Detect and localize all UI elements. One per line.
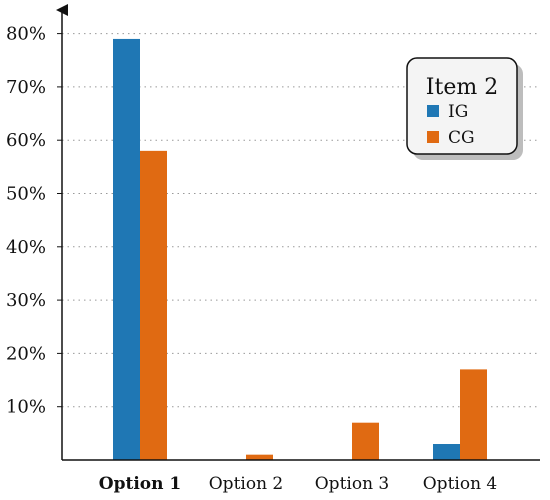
legend-swatch-ig (427, 105, 439, 117)
y-tick-label: 40% (6, 237, 46, 258)
bar-ig-option-1 (113, 38, 140, 461)
legend-swatch-cg (427, 131, 439, 143)
x-tick-labels: Option 1 Option 2 Option 3 Option 4 (99, 474, 497, 494)
y-tick-label: 20% (6, 343, 46, 364)
y-tick-label: 80% (6, 24, 46, 45)
x-tick-label: Option 1 (99, 474, 181, 494)
x-tick-label: Option 3 (315, 474, 390, 494)
bar-cg-option-2 (246, 454, 273, 460)
y-tick-label: 60% (6, 130, 46, 151)
x-tick-label: Option 4 (423, 474, 498, 494)
axes (56, 4, 540, 461)
bar-cg-option-1 (140, 150, 167, 461)
y-tick-label: 50% (6, 184, 46, 205)
legend-label-cg: CG (448, 128, 475, 148)
bars (113, 38, 487, 461)
y-tick-labels: 10% 20% 30% 40% 50% 60% 70% 80% (6, 24, 62, 418)
legend: Item 2 IG CG (406, 57, 523, 160)
legend-box (406, 57, 518, 155)
x-tick-label: Option 2 (209, 474, 284, 494)
bar-cg-option-3 (352, 422, 379, 460)
y-tick-label: 30% (6, 290, 46, 311)
y-tick-label: 10% (6, 397, 46, 418)
bar-ig-option-4 (433, 444, 460, 460)
bar-cg-option-4 (460, 369, 487, 460)
legend-label-ig: IG (448, 102, 468, 122)
legend-title: Item 2 (426, 75, 498, 100)
y-tick-label: 70% (6, 77, 46, 98)
